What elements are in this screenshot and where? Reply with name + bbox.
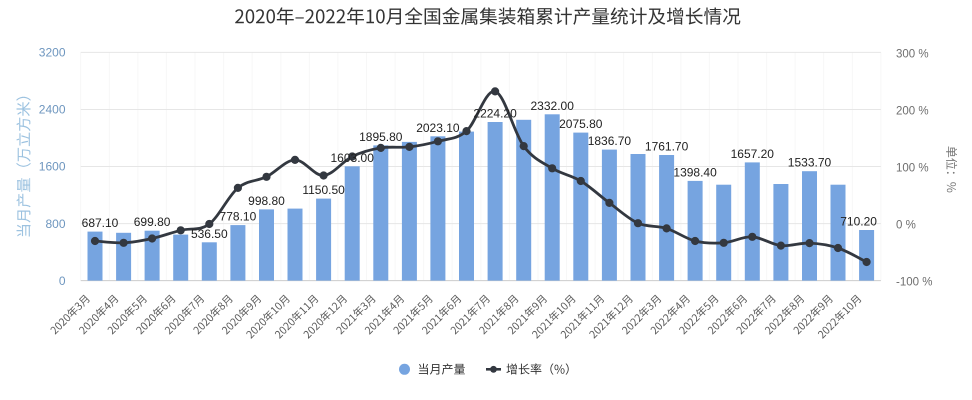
svg-text:1836.70: 1836.70 (588, 134, 632, 148)
svg-text:1150.50: 1150.50 (302, 183, 345, 197)
svg-text:536.50: 536.50 (191, 227, 228, 241)
svg-text:2332.00: 2332.00 (531, 99, 575, 113)
svg-text:1398.40: 1398.40 (673, 165, 717, 179)
svg-text:1761.70: 1761.70 (645, 140, 689, 154)
svg-text:1895.80: 1895.80 (359, 130, 403, 144)
svg-text:1600: 1600 (39, 160, 66, 174)
svg-text:2075.80: 2075.80 (559, 117, 603, 131)
svg-text:2224.20: 2224.20 (473, 107, 517, 121)
svg-text:1533.70: 1533.70 (788, 156, 832, 170)
svg-text:800: 800 (45, 217, 65, 231)
svg-text:0 %: 0 % (896, 220, 916, 232)
svg-text:2400: 2400 (39, 103, 66, 117)
svg-text:687.10: 687.10 (82, 216, 119, 230)
svg-text:2023.10: 2023.10 (416, 121, 460, 135)
svg-text:200 %: 200 % (896, 106, 929, 118)
svg-text:710.20: 710.20 (840, 215, 877, 229)
svg-text:-100 %: -100 % (896, 277, 932, 289)
svg-text:1603.00: 1603.00 (331, 151, 375, 165)
svg-text:699.80: 699.80 (134, 215, 171, 229)
svg-text:100 %: 100 % (896, 163, 929, 175)
svg-text:300 %: 300 % (896, 48, 929, 60)
svg-text:0: 0 (59, 274, 66, 288)
svg-text:3200: 3200 (39, 46, 66, 60)
svg-text:998.80: 998.80 (248, 194, 285, 208)
svg-text:778.10: 778.10 (220, 210, 257, 224)
svg-text:1657.20: 1657.20 (731, 147, 775, 161)
